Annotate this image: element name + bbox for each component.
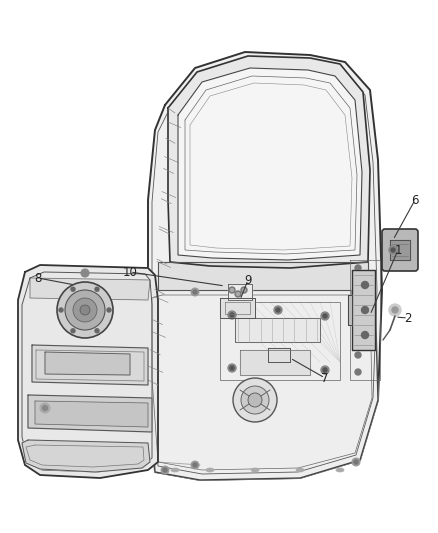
Circle shape	[241, 386, 269, 414]
Polygon shape	[240, 350, 310, 375]
Circle shape	[95, 329, 99, 333]
Ellipse shape	[336, 468, 344, 472]
Ellipse shape	[171, 468, 179, 472]
Circle shape	[235, 291, 241, 297]
Circle shape	[321, 366, 329, 374]
Polygon shape	[352, 270, 375, 350]
Circle shape	[355, 302, 361, 308]
Circle shape	[193, 463, 197, 467]
Polygon shape	[235, 318, 320, 342]
Circle shape	[161, 466, 169, 474]
Text: 8: 8	[34, 271, 42, 285]
Polygon shape	[45, 352, 130, 375]
Polygon shape	[32, 345, 148, 385]
Ellipse shape	[296, 468, 304, 472]
Circle shape	[355, 352, 361, 358]
Circle shape	[355, 369, 361, 375]
Circle shape	[163, 468, 167, 472]
Circle shape	[361, 306, 368, 313]
Polygon shape	[168, 56, 370, 268]
Polygon shape	[220, 298, 255, 318]
Circle shape	[57, 282, 113, 338]
Circle shape	[355, 282, 361, 288]
Circle shape	[352, 458, 360, 466]
Circle shape	[228, 364, 236, 372]
Circle shape	[389, 304, 401, 316]
Polygon shape	[148, 290, 378, 480]
Polygon shape	[348, 295, 352, 325]
Polygon shape	[390, 240, 410, 260]
Ellipse shape	[206, 468, 214, 472]
Circle shape	[361, 332, 368, 338]
Circle shape	[361, 281, 368, 288]
Circle shape	[389, 246, 397, 254]
Circle shape	[229, 287, 235, 293]
Circle shape	[230, 366, 234, 370]
Circle shape	[392, 307, 398, 313]
Circle shape	[233, 378, 277, 422]
Circle shape	[40, 403, 50, 413]
Text: 2: 2	[404, 311, 412, 325]
Circle shape	[73, 298, 97, 322]
Circle shape	[191, 461, 199, 469]
Circle shape	[354, 460, 358, 464]
Text: 9: 9	[244, 273, 252, 287]
Polygon shape	[148, 52, 382, 480]
Circle shape	[65, 290, 105, 330]
Circle shape	[351, 289, 359, 297]
Circle shape	[391, 248, 395, 252]
Circle shape	[274, 306, 282, 314]
Circle shape	[323, 368, 327, 372]
Circle shape	[81, 269, 89, 277]
Circle shape	[248, 393, 262, 407]
Circle shape	[191, 288, 199, 296]
Polygon shape	[178, 68, 362, 260]
Circle shape	[107, 308, 111, 312]
Circle shape	[95, 287, 99, 291]
Circle shape	[71, 287, 75, 291]
Polygon shape	[28, 395, 152, 432]
Polygon shape	[268, 348, 290, 362]
Circle shape	[237, 293, 240, 295]
Circle shape	[241, 287, 247, 293]
Circle shape	[80, 305, 90, 315]
Circle shape	[42, 406, 47, 410]
Text: 10: 10	[123, 265, 138, 279]
Circle shape	[353, 291, 357, 295]
Circle shape	[355, 265, 361, 271]
Polygon shape	[158, 262, 368, 290]
Circle shape	[321, 312, 329, 320]
Text: 6: 6	[411, 193, 419, 206]
Text: 1: 1	[394, 244, 402, 256]
Polygon shape	[228, 284, 252, 300]
Polygon shape	[22, 440, 150, 472]
Polygon shape	[35, 401, 148, 427]
Polygon shape	[30, 278, 150, 300]
Circle shape	[193, 290, 197, 294]
Ellipse shape	[251, 468, 259, 472]
FancyBboxPatch shape	[382, 229, 418, 271]
Text: 7: 7	[321, 372, 329, 384]
Circle shape	[228, 311, 236, 319]
Circle shape	[323, 314, 327, 318]
Circle shape	[243, 288, 246, 292]
Polygon shape	[18, 265, 158, 478]
Circle shape	[230, 288, 233, 292]
Circle shape	[276, 308, 280, 312]
Circle shape	[59, 308, 63, 312]
Circle shape	[71, 329, 75, 333]
Circle shape	[230, 313, 234, 317]
